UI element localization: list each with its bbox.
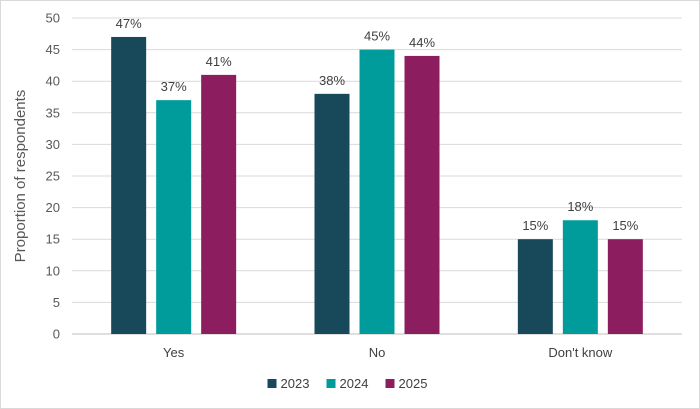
y-tick-label: 25 (46, 169, 60, 184)
data-label: 37% (161, 79, 187, 94)
data-label: 38% (319, 73, 345, 88)
legend-label: 2025 (399, 376, 428, 391)
y-tick-label: 5 (53, 295, 60, 310)
bar-2023-2 (517, 239, 553, 334)
x-category-label: Yes (163, 345, 185, 360)
data-label: 15% (522, 218, 548, 233)
legend-swatch (267, 379, 277, 388)
bar-2024-2 (562, 220, 598, 334)
y-axis-ticks: 0 5 10 15 20 25 30 35 40 45 50 (46, 11, 60, 342)
data-label: 15% (612, 218, 638, 233)
data-labels: 47% 37% 41% 38% 45% 44% 15% 18% 15% (116, 16, 639, 233)
x-category-label: Don't know (548, 345, 613, 360)
y-tick-label: 0 (53, 327, 60, 342)
bar-2024-1 (359, 49, 395, 334)
x-axis-categories: Yes No Don't know (163, 345, 613, 360)
y-axis-label: Proportion of respondents (12, 90, 29, 263)
y-tick-label: 15 (46, 232, 60, 247)
legend-label: 2023 (281, 376, 310, 391)
data-label: 47% (116, 16, 142, 31)
y-tick-label: 30 (46, 137, 60, 152)
bar-2025-0 (201, 74, 237, 334)
legend: 2023 2024 2025 (267, 376, 428, 391)
bar-2024-0 (156, 100, 192, 334)
data-label: 41% (206, 54, 232, 69)
legend-swatch (326, 379, 336, 388)
y-tick-label: 50 (46, 11, 60, 26)
data-label: 44% (409, 35, 435, 50)
legend-label: 2024 (340, 376, 369, 391)
data-label: 18% (567, 199, 593, 214)
x-category-label: No (369, 345, 386, 360)
y-tick-label: 40 (46, 74, 60, 89)
bar-2025-1 (404, 55, 440, 335)
y-tick-label: 10 (46, 263, 60, 278)
data-label: 45% (364, 29, 390, 44)
bar-2023-1 (314, 93, 350, 334)
legend-swatch (385, 379, 395, 388)
bars (111, 36, 643, 335)
y-tick-label: 45 (46, 42, 60, 57)
bar-2023-0 (111, 36, 147, 335)
bar-2025-2 (607, 239, 643, 334)
y-tick-label: 35 (46, 105, 60, 120)
y-tick-label: 20 (46, 200, 60, 215)
